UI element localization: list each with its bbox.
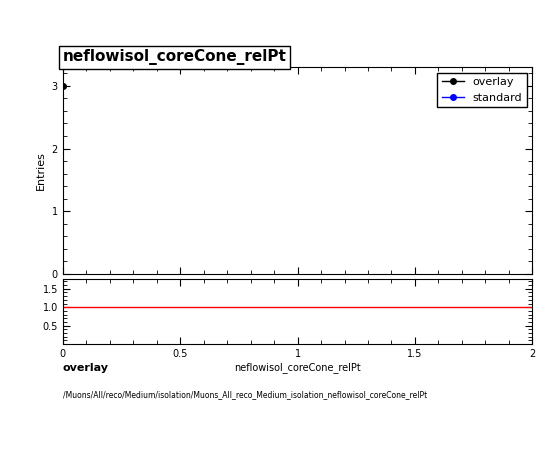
Text: /Muons/All/reco/Medium/isolation/Muons_All_reco_Medium_isolation_neflowisol_core: /Muons/All/reco/Medium/isolation/Muons_A… (63, 390, 427, 399)
X-axis label: neflowisol_coreCone_relPt: neflowisol_coreCone_relPt (234, 362, 361, 373)
Text: neflowisol_coreCone_relPt: neflowisol_coreCone_relPt (63, 49, 287, 66)
Y-axis label: Entries: Entries (36, 151, 46, 190)
Legend: overlay, standard: overlay, standard (437, 73, 527, 107)
Text: overlay: overlay (63, 363, 109, 373)
